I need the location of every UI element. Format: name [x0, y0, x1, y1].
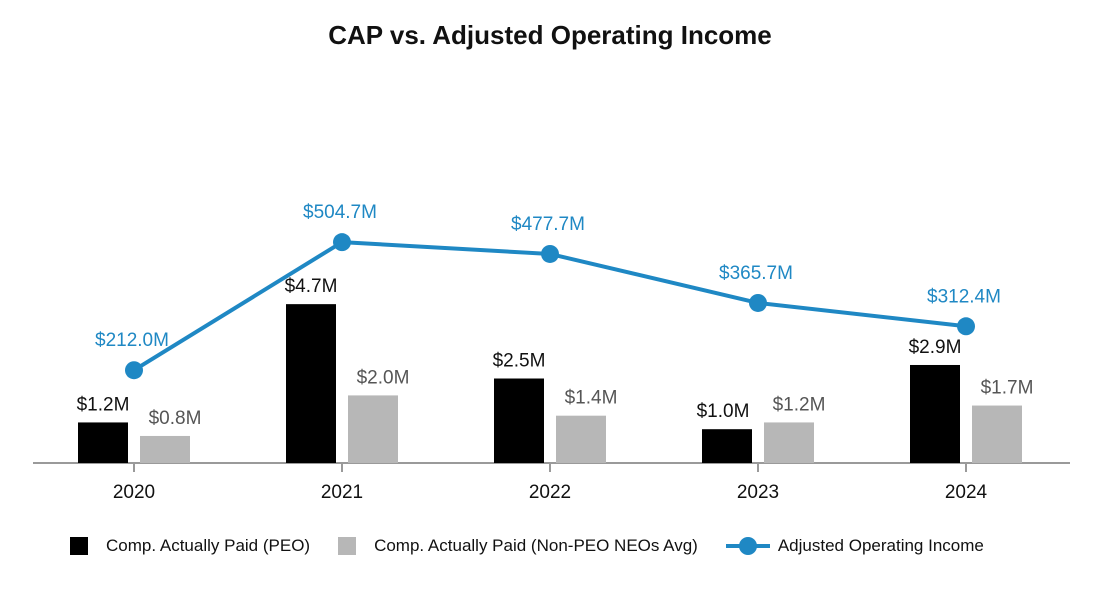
bar-non-peo-2023 [764, 422, 814, 463]
x-tick-label-2022: 2022 [529, 482, 571, 503]
data-label-non-peo-2024: $1.7M [981, 378, 1034, 399]
data-label-operating-income-2021: $504.7M [303, 202, 377, 223]
data-label-peo-2023: $1.0M [697, 401, 750, 422]
chart-title: CAP vs. Adjusted Operating Income [328, 20, 772, 50]
x-tick-label-2023: 2023 [737, 482, 779, 503]
legend-item-non-peo[interactable]: Comp. Actually Paid (Non-PEO NEOs Avg) [338, 536, 698, 556]
data-label-non-peo-2023: $1.2M [773, 394, 826, 415]
legend-item-operating-income[interactable]: Adjusted Operating Income [725, 536, 984, 556]
data-label-peo-2021: $4.7M [285, 276, 338, 297]
data-label-operating-income-2023: $365.7M [719, 263, 793, 284]
point-operating-income-2023 [749, 293, 767, 312]
data-label-operating-income-2022: $477.7M [511, 214, 585, 235]
legend: Comp. Actually Paid (PEO) Comp. Actually… [70, 536, 1012, 556]
legend-item-peo[interactable]: Comp. Actually Paid (PEO) [70, 536, 310, 556]
data-label-non-peo-2022: $1.4M [565, 388, 618, 409]
data-label-operating-income-2020: $212.0M [95, 330, 169, 351]
data-label-peo-2024: $2.9M [909, 337, 962, 358]
legend-label-peo: Comp. Actually Paid (PEO) [106, 536, 311, 555]
bar-peo-2021 [286, 304, 336, 463]
bar-peo-2023 [702, 429, 752, 463]
legend-swatch-peo [70, 537, 88, 555]
data-label-peo-2020: $1.2M [77, 394, 130, 415]
bar-non-peo-2021 [348, 395, 398, 463]
bar-non-peo-2024 [972, 405, 1022, 463]
bar-non-peo-2022 [556, 415, 606, 463]
data-label-operating-income-2024: $312.4M [927, 286, 1001, 307]
bar-non-peo-2020 [140, 435, 190, 463]
point-operating-income-2021 [333, 233, 351, 252]
data-label-non-peo-2021: $2.0M [357, 367, 410, 388]
legend-label-operating-income: Adjusted Operating Income [777, 536, 984, 555]
bar-peo-2020 [78, 422, 128, 463]
data-label-peo-2022: $2.5M [493, 351, 546, 372]
legend-swatch-non-peo [338, 537, 357, 555]
legend-label-non-peo: Comp. Actually Paid (Non-PEO NEOs Avg) [374, 536, 698, 555]
x-tick-label-2021: 2021 [321, 482, 363, 503]
point-operating-income-2020 [125, 361, 143, 380]
point-operating-income-2022 [541, 244, 559, 263]
point-operating-income-2024 [957, 317, 975, 336]
x-tick-label-2024: 2024 [945, 482, 988, 503]
data-label-non-peo-2020: $0.8M [149, 408, 202, 429]
x-tick-label-2020: 2020 [113, 482, 155, 503]
legend-line-marker-icon [725, 537, 770, 555]
bar-peo-2022 [494, 378, 544, 463]
bar-peo-2024 [910, 364, 960, 463]
